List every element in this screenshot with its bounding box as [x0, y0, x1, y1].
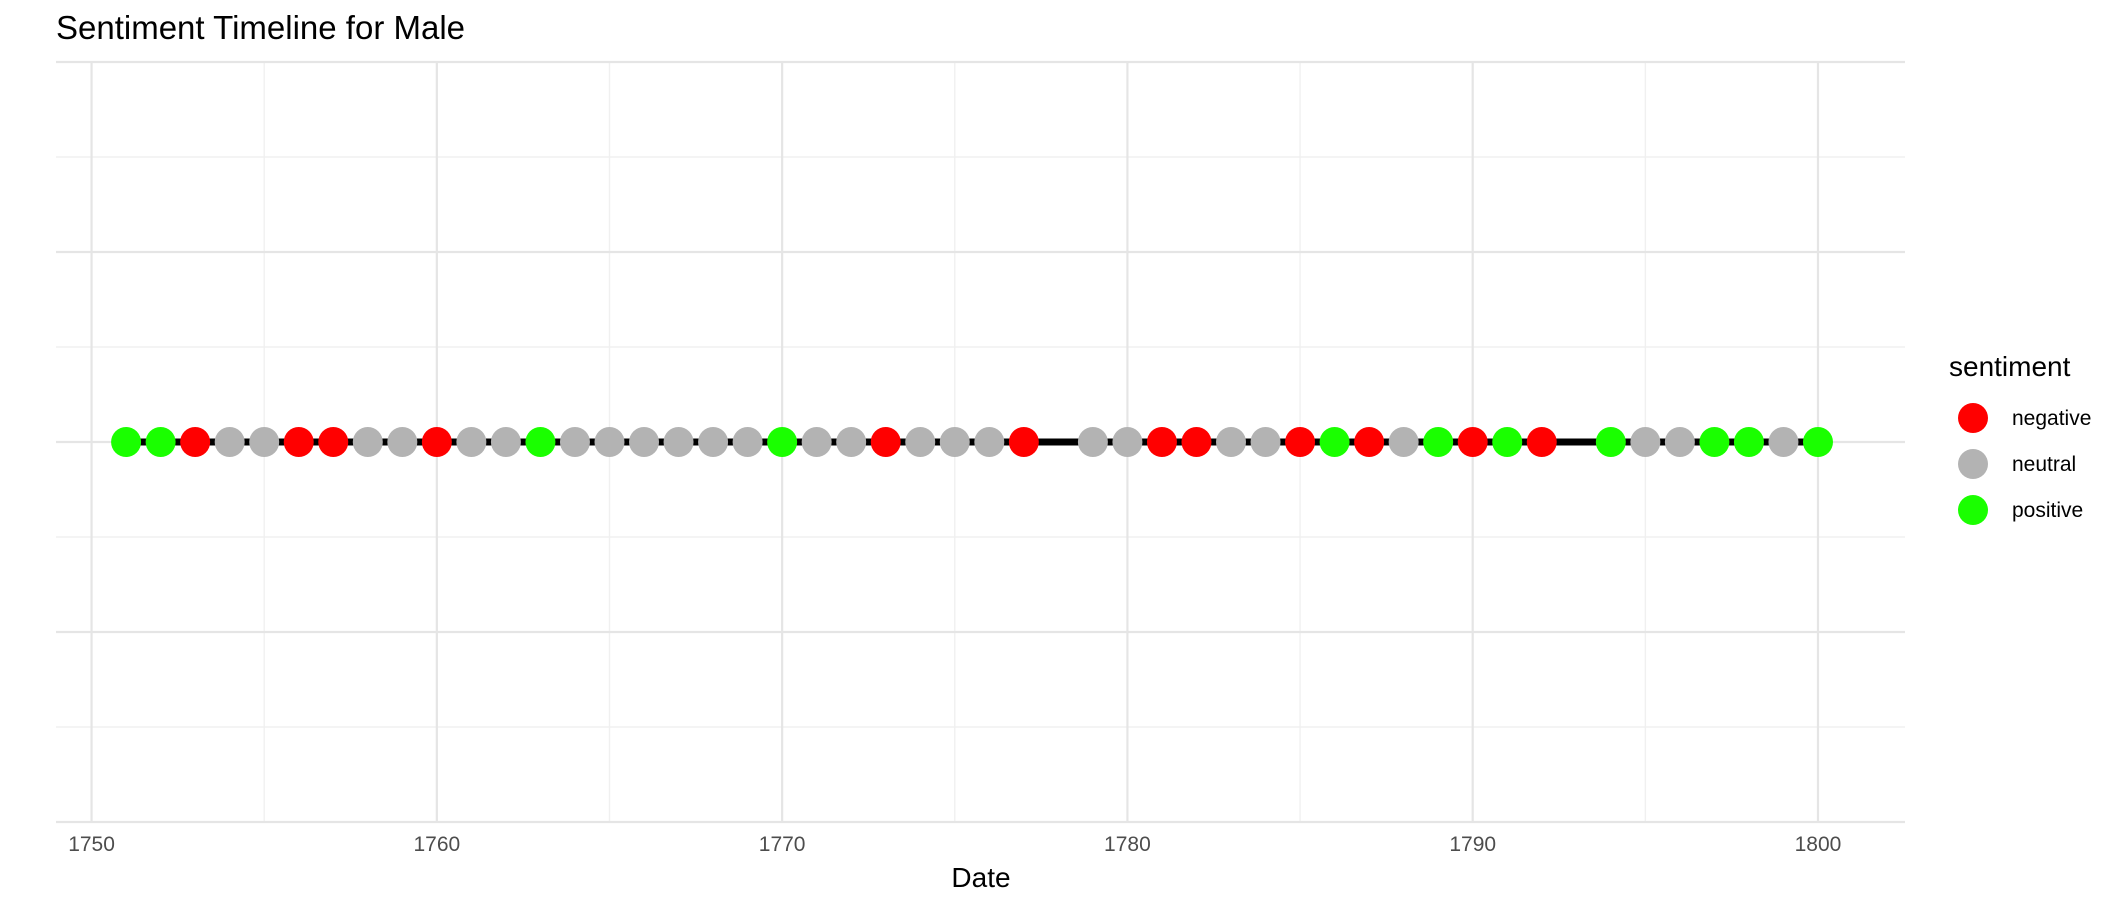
legend-title: sentiment [1949, 351, 2071, 382]
data-point-positive [1319, 427, 1350, 457]
x-tick-label: 1790 [1449, 833, 1496, 856]
data-point-positive [1595, 427, 1626, 457]
data-point-neutral [698, 427, 729, 457]
data-point-neutral [836, 427, 867, 457]
data-point-neutral [801, 427, 832, 457]
data-point-neutral [1630, 427, 1661, 457]
legend-key-positive [1958, 495, 1988, 525]
data-point-negative [421, 427, 452, 457]
chart-title: Sentiment Timeline for Male [56, 9, 465, 46]
data-point-neutral [456, 427, 487, 457]
data-point-negative [1285, 427, 1316, 457]
data-point-neutral [1388, 427, 1419, 457]
data-point-positive [767, 427, 798, 457]
data-point-positive [1699, 427, 1730, 457]
legend-label-positive: positive [2012, 499, 2083, 522]
data-point-neutral [939, 427, 970, 457]
legend-label-negative: negative [2012, 407, 2091, 430]
data-point-neutral [214, 427, 245, 457]
data-point-neutral [1077, 427, 1108, 457]
data-point-neutral [1216, 427, 1247, 457]
data-point-negative [1354, 427, 1385, 457]
data-point-negative [1457, 427, 1488, 457]
data-point-positive [1423, 427, 1454, 457]
data-point-positive [145, 427, 176, 457]
data-point-positive [111, 427, 142, 457]
legend-label-neutral: neutral [2012, 453, 2076, 476]
data-point-negative [318, 427, 349, 457]
data-point-neutral [559, 427, 590, 457]
legend: sentiment negative neutral positive [1949, 351, 2091, 525]
x-tick-label: 1780 [1104, 833, 1151, 856]
data-point-negative [870, 427, 901, 457]
data-point-positive [1733, 427, 1764, 457]
data-point-neutral [1250, 427, 1281, 457]
data-point-neutral [249, 427, 280, 457]
data-point-neutral [490, 427, 521, 457]
data-point-neutral [352, 427, 383, 457]
data-point-negative [283, 427, 314, 457]
data-point-neutral [387, 427, 418, 457]
data-point-positive [1492, 427, 1523, 457]
data-point-positive [1802, 427, 1833, 457]
data-point-positive [525, 427, 556, 457]
data-point-neutral [732, 427, 763, 457]
legend-entries: negative neutral positive [1958, 403, 2091, 525]
data-point-neutral [974, 427, 1005, 457]
data-point-negative [1146, 427, 1177, 457]
data-point-negative [1526, 427, 1557, 457]
data-points [111, 427, 1833, 457]
x-tick-label: 1760 [413, 833, 460, 856]
data-point-neutral [1768, 427, 1799, 457]
x-tick-label: 1750 [68, 833, 115, 856]
legend-key-neutral [1958, 449, 1988, 479]
data-point-neutral [1664, 427, 1695, 457]
data-point-neutral [1112, 427, 1143, 457]
data-point-negative [1008, 427, 1039, 457]
data-point-neutral [629, 427, 660, 457]
data-point-neutral [663, 427, 694, 457]
data-point-neutral [905, 427, 936, 457]
x-axis-label: Date [951, 862, 1010, 893]
x-tick-label: 1770 [759, 833, 806, 856]
legend-key-negative [1958, 403, 1988, 433]
data-point-negative [180, 427, 211, 457]
data-point-neutral [594, 427, 625, 457]
x-tick-label: 1800 [1795, 833, 1842, 856]
data-point-negative [1181, 427, 1212, 457]
x-axis-tick-labels: 1750 1760 1770 1780 1790 1800 [68, 833, 1841, 856]
